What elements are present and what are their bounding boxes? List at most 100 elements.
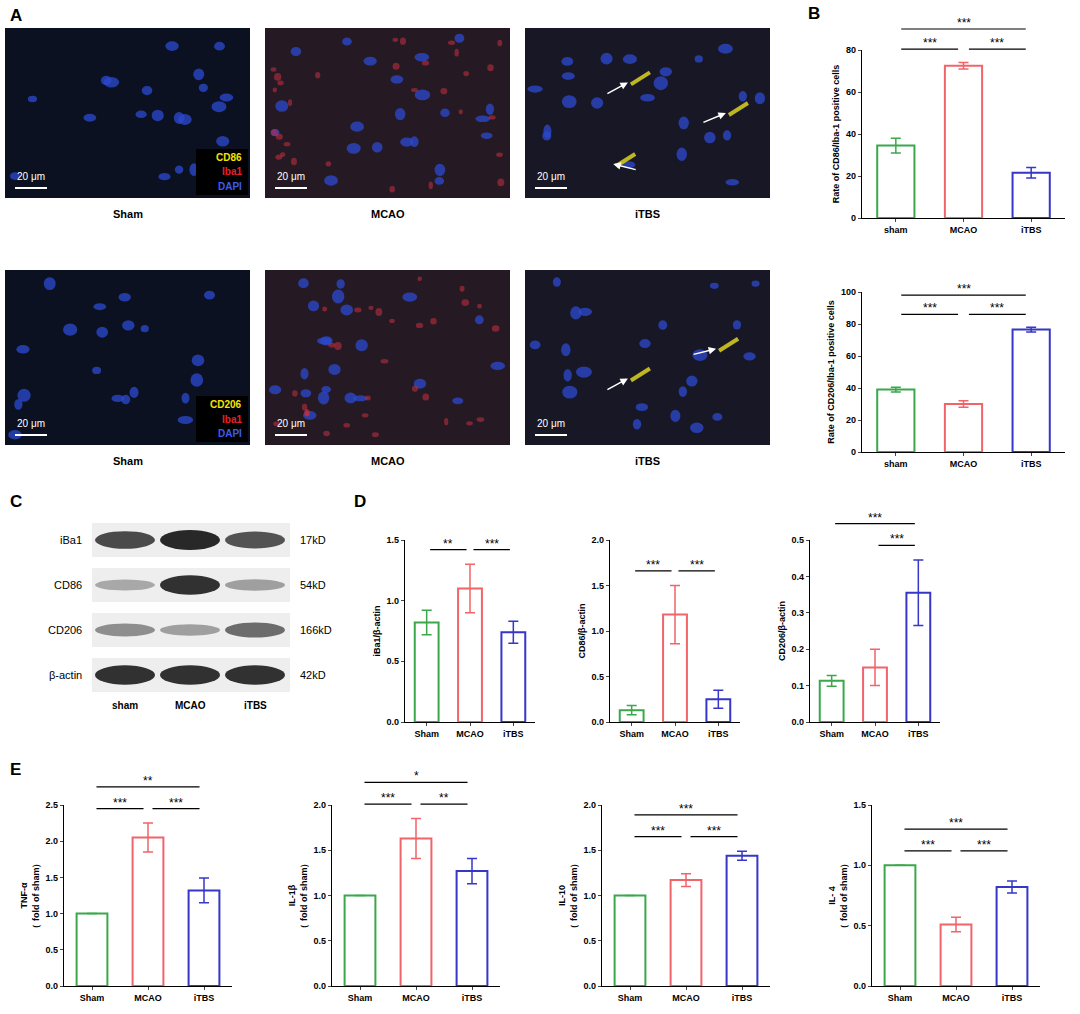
svg-text:0.2: 0.2 bbox=[791, 644, 804, 654]
svg-text:DAPI: DAPI bbox=[218, 428, 242, 439]
svg-text:***: *** bbox=[169, 796, 183, 810]
svg-text:2.5: 2.5 bbox=[45, 800, 58, 810]
svg-text:0.0: 0.0 bbox=[583, 981, 596, 991]
svg-text:CD86: CD86 bbox=[216, 152, 242, 163]
svg-text:**: ** bbox=[439, 791, 449, 805]
svg-text:0.1: 0.1 bbox=[791, 681, 804, 691]
svg-text:IL-1β（ fold of sham）: IL-1β（ fold of sham） bbox=[287, 859, 309, 933]
svg-text:***: *** bbox=[381, 791, 395, 805]
svg-text:***: *** bbox=[890, 532, 904, 546]
svg-text:Sham: Sham bbox=[619, 729, 644, 739]
svg-text:***: *** bbox=[690, 558, 704, 572]
svg-text:100: 100 bbox=[841, 287, 856, 297]
svg-text:Sham: Sham bbox=[618, 993, 643, 1003]
svg-text:***: *** bbox=[977, 838, 991, 852]
svg-text:CD206: CD206 bbox=[48, 624, 82, 636]
svg-text:***: *** bbox=[679, 802, 693, 816]
svg-text:iTBS: iTBS bbox=[708, 729, 729, 739]
svg-text:E: E bbox=[10, 760, 21, 779]
svg-text:sham: sham bbox=[884, 459, 908, 469]
svg-text:***: *** bbox=[923, 36, 937, 50]
svg-text:80: 80 bbox=[846, 45, 856, 55]
svg-text:40: 40 bbox=[846, 129, 856, 139]
svg-text:CD206: CD206 bbox=[210, 399, 242, 410]
svg-text:*: * bbox=[414, 769, 419, 783]
svg-text:B: B bbox=[808, 4, 820, 23]
svg-text:Rate of CD206/Iba-1 positive c: Rate of CD206/Iba-1 positive cells bbox=[826, 300, 836, 444]
svg-text:***: *** bbox=[651, 824, 665, 838]
svg-text:Sham: Sham bbox=[819, 729, 844, 739]
svg-text:***: *** bbox=[990, 36, 1004, 50]
svg-text:iBa1: iBa1 bbox=[60, 534, 82, 546]
svg-text:MCAO: MCAO bbox=[402, 993, 430, 1003]
svg-text:***: *** bbox=[113, 796, 127, 810]
svg-text:MCAO: MCAO bbox=[175, 700, 206, 711]
svg-text:1.5: 1.5 bbox=[313, 845, 326, 855]
svg-text:β-actin: β-actin bbox=[49, 669, 82, 681]
svg-text:iTBS: iTBS bbox=[732, 993, 753, 1003]
svg-text:0.5: 0.5 bbox=[583, 936, 596, 946]
svg-text:***: *** bbox=[957, 16, 971, 30]
svg-text:Iba1: Iba1 bbox=[222, 166, 242, 177]
svg-text:CD86: CD86 bbox=[54, 579, 82, 591]
svg-text:MCAO: MCAO bbox=[950, 225, 978, 235]
svg-text:40: 40 bbox=[846, 383, 856, 393]
svg-text:IL-10（ fold of sham）: IL-10（ fold of sham） bbox=[557, 859, 579, 933]
svg-text:1.5: 1.5 bbox=[591, 581, 604, 591]
svg-text:**: ** bbox=[143, 774, 153, 788]
svg-text:***: *** bbox=[646, 558, 660, 572]
svg-text:iTBS: iTBS bbox=[462, 993, 483, 1003]
svg-text:***: *** bbox=[921, 838, 935, 852]
svg-text:80: 80 bbox=[846, 319, 856, 329]
svg-text:0.5: 0.5 bbox=[313, 936, 326, 946]
svg-text:1.0: 1.0 bbox=[45, 909, 58, 919]
svg-text:IL- 4（ fold of sham）: IL- 4（ fold of sham） bbox=[827, 859, 849, 933]
svg-text:0.5: 0.5 bbox=[386, 656, 399, 666]
svg-text:iTBS: iTBS bbox=[1021, 225, 1042, 235]
svg-text:***: *** bbox=[923, 301, 937, 315]
svg-text:iTBS: iTBS bbox=[194, 993, 215, 1003]
svg-text:sham: sham bbox=[884, 225, 908, 235]
svg-text:1.5: 1.5 bbox=[45, 873, 58, 883]
svg-text:20 μm: 20 μm bbox=[17, 418, 45, 429]
svg-text:MCAO: MCAO bbox=[672, 993, 700, 1003]
svg-text:iTBS: iTBS bbox=[1021, 459, 1042, 469]
svg-text:A: A bbox=[10, 6, 22, 25]
svg-text:2.0: 2.0 bbox=[591, 535, 604, 545]
svg-text:2.0: 2.0 bbox=[583, 800, 596, 810]
svg-text:0.3: 0.3 bbox=[791, 608, 804, 618]
svg-text:60: 60 bbox=[846, 87, 856, 97]
svg-text:20: 20 bbox=[846, 415, 856, 425]
svg-text:0.4: 0.4 bbox=[791, 572, 804, 582]
svg-text:***: *** bbox=[990, 301, 1004, 315]
svg-text:54kD: 54kD bbox=[300, 579, 326, 591]
svg-text:0: 0 bbox=[851, 213, 856, 223]
svg-text:DAPI: DAPI bbox=[218, 181, 242, 192]
svg-text:0.5: 0.5 bbox=[853, 921, 866, 931]
svg-text:1.0: 1.0 bbox=[386, 596, 399, 606]
svg-text:1.0: 1.0 bbox=[853, 860, 866, 870]
svg-text:2.0: 2.0 bbox=[313, 800, 326, 810]
svg-text:**: ** bbox=[443, 537, 453, 551]
svg-text:Iba1: Iba1 bbox=[222, 414, 242, 425]
svg-text:Rate of CD86/Iba-1 positive ce: Rate of CD86/Iba-1 positive cells bbox=[831, 65, 841, 204]
svg-text:MCAO: MCAO bbox=[861, 729, 889, 739]
svg-text:MCAO: MCAO bbox=[456, 729, 484, 739]
svg-text:D: D bbox=[354, 492, 366, 511]
svg-text:20: 20 bbox=[846, 171, 856, 181]
svg-text:Sham: Sham bbox=[414, 729, 439, 739]
svg-text:***: *** bbox=[485, 537, 499, 551]
svg-text:0.0: 0.0 bbox=[313, 981, 326, 991]
svg-text:MCAO: MCAO bbox=[371, 208, 405, 220]
svg-text:CD206/β-actin: CD206/β-actin bbox=[777, 601, 787, 661]
svg-text:20 μm: 20 μm bbox=[17, 171, 45, 182]
svg-text:1.5: 1.5 bbox=[583, 845, 596, 855]
svg-text:0: 0 bbox=[851, 447, 856, 457]
svg-text:20 μm: 20 μm bbox=[277, 418, 305, 429]
svg-text:iBa1/β-actin: iBa1/β-actin bbox=[372, 605, 382, 656]
svg-text:0.5: 0.5 bbox=[591, 672, 604, 682]
svg-text:iTBS: iTBS bbox=[635, 208, 660, 220]
svg-text:0.0: 0.0 bbox=[45, 981, 58, 991]
svg-text:MCAO: MCAO bbox=[942, 993, 970, 1003]
svg-text:166kD: 166kD bbox=[300, 624, 332, 636]
